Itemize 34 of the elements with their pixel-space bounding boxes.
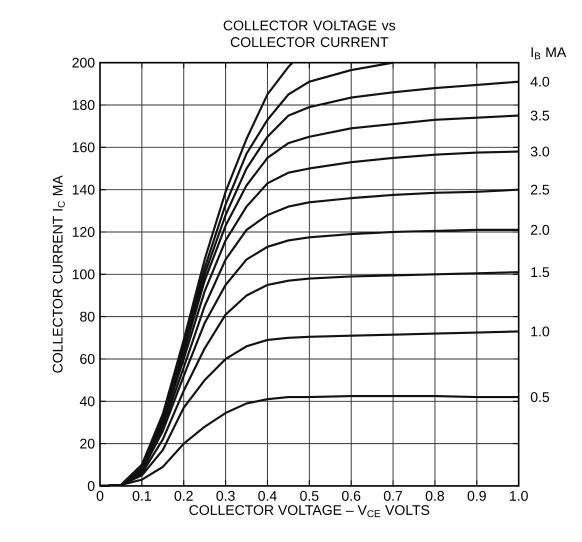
series-label: 0.5: [530, 392, 550, 402]
series-label: 2.0: [530, 224, 550, 235]
x-tick-label: 0.5: [300, 490, 318, 501]
y-tick-label: 60: [80, 354, 95, 364]
series-label: 3.5: [530, 110, 550, 121]
y-tick-label: 200: [72, 58, 95, 68]
x-tick-label: 1.0: [510, 490, 528, 501]
x-tick-label: 0.3: [216, 490, 235, 501]
y-tick-label: 0: [88, 481, 95, 491]
series-label: 4.0: [530, 76, 550, 87]
x-tick-label: 0.9: [468, 490, 486, 501]
x-tick-label: 0.7: [384, 490, 402, 501]
y-tick-label: 180: [72, 100, 95, 110]
y-tick-label: 140: [72, 184, 95, 195]
x-tick-label: 0.4: [258, 490, 277, 501]
x-axis-title: COLLECTOR VOLTAGE – V$_{CE}$ VOLTS: [189, 505, 430, 518]
legend-title: I$_{B}$ MA: [532, 47, 566, 60]
x-tick-label: 0: [96, 490, 104, 501]
series-label: 2.5: [530, 184, 550, 195]
x-tick-label: 0.2: [174, 490, 193, 501]
x-tick-label: 0.1: [132, 490, 151, 501]
y-tick-label: 100: [72, 269, 95, 280]
y-tick-label: 80: [80, 312, 95, 322]
y-tick-label: 40: [80, 396, 95, 406]
series-label: 1.5: [531, 267, 550, 278]
y-tick-label: 120: [72, 227, 95, 237]
y-tick-label: 160: [72, 142, 95, 152]
x-tick-label: 0.6: [342, 490, 360, 501]
series-label: 1.0: [531, 326, 550, 336]
chart-title: COLLECTOR VOLTAGE vs COLLECTOR CURRENT: [224, 20, 396, 48]
y-axis-title: COLLECTOR CURRENT I$_{C}$ MA: [52, 175, 65, 373]
y-tick-label: 20: [80, 438, 95, 449]
x-tick-label: 0.8: [426, 490, 444, 501]
series-label: 3.0: [530, 146, 550, 157]
